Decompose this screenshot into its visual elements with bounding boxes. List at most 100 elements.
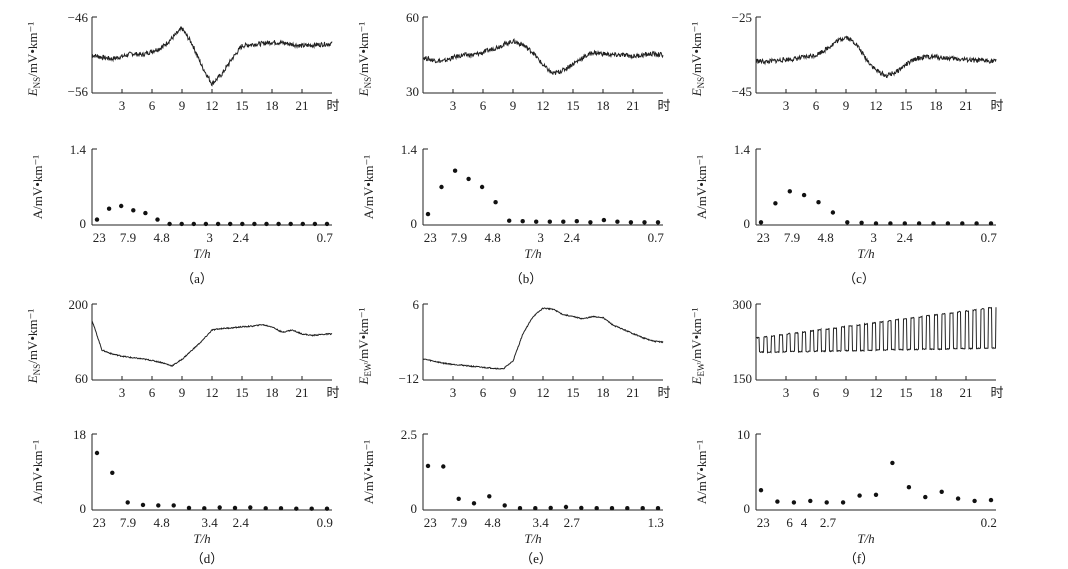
sp-xtick-label-f: 6 [786,515,793,530]
panel-label-e: （e） [520,551,552,566]
sp-point-d [186,505,192,511]
sp-ytop-label-c: 1.4 [734,142,751,157]
sp-ybot-label-e: 0 [411,501,418,516]
sp-point-e [533,506,538,511]
ts-xtick-label-d: 21 [296,385,309,400]
sp-point-f [857,493,862,498]
sp-xtick-label-e: 2.7 [564,515,581,530]
sp-xtick-label-d: 23 [93,515,106,530]
sp-ylabel-f: A/mV•km⁻¹ [694,440,709,505]
sp-point-c [845,220,850,225]
sp-point-f [808,498,813,504]
ts-series-line-b [422,38,664,75]
sp-xtick-label-e: 1.3 [648,515,664,530]
sp-ylabel-b: A/mV•km⁻¹ [361,155,376,220]
sp-point-d [248,505,253,510]
sp-point-b [561,219,566,224]
sp-point-c [859,220,864,225]
sp-xtick-label-a: 7.9 [120,230,136,245]
sp-point-f [988,497,994,503]
ts-xtick-label-d: 15 [236,385,249,400]
sp-point-d [171,503,176,508]
ts-xtick-label-c: 18 [930,98,943,113]
ts-xtick-label-a: 15 [236,98,249,113]
ts-xtick-label-e: 12 [537,385,550,400]
ts-xtick-label-b: 3 [450,98,457,113]
sp-point-e [487,494,492,499]
sp-point-a [240,221,245,227]
sp-point-a [119,203,124,209]
ts-xtick-label-c: 21 [960,98,973,113]
ts-series-line-f [755,306,997,354]
sp-point-c [787,189,792,194]
sp-xtick-label-c: 7.9 [784,230,800,245]
sp-point-d [94,450,100,456]
sp-point-b [507,218,512,223]
sp-point-b [534,219,539,224]
sp-point-a [324,221,330,227]
sp-xtick-label-f: 2.7 [820,515,837,530]
ts-xtick-label-d: 3 [119,385,126,400]
sp-ybot-label-d: 0 [80,501,87,516]
sp-point-a [228,221,233,227]
sp-xlabel-a: T/h [193,246,210,261]
sp-point-f [758,488,764,493]
sp-point-e [548,505,553,511]
sp-ylabel-a: A/mV•km⁻¹ [30,155,45,220]
sp-xtick-label-a: 23 [93,230,106,245]
panel-label-a: （a） [181,271,213,286]
sp-point-f [972,498,977,504]
sp-point-d [125,500,130,505]
sp-xtick-label-d: 0.9 [317,515,333,530]
ts-ybot-label-e: −12 [399,371,419,386]
sp-point-a [143,210,148,216]
ts-ytop-label-d: 200 [69,297,89,312]
sp-xlabel-b: T/h [524,246,541,261]
sp-point-c [830,210,836,215]
sp-point-b [425,211,431,217]
sp-point-c [888,221,893,226]
sp-xtick-label-c: 2.4 [897,230,914,245]
sp-xtick-label-c: 0.7 [981,230,998,245]
sp-point-f [824,500,829,505]
sp-xtick-label-f: 23 [757,515,770,530]
sp-point-b [452,168,458,173]
sp-point-a [252,221,257,227]
sp-point-e [502,503,507,508]
ts-xend-label-f: 时 [990,385,1003,400]
sp-xtick-label-f: 4 [801,515,808,530]
ts-xtick-label-f: 12 [870,385,883,400]
ts-xtick-label-d: 12 [206,385,219,400]
sp-point-d [217,505,222,510]
sp-xlabel-c: T/h [857,246,874,261]
ts-xtick-label-e: 3 [450,385,457,400]
sp-point-b [588,220,593,225]
sp-point-f [840,500,846,505]
ts-xend-label-c: 时 [990,98,1003,113]
sp-point-d [202,506,207,511]
sp-point-d [156,503,161,508]
sp-xtick-label-a: 2.4 [233,230,250,245]
ts-ylabel-c: ENS/mV•km⁻¹ [689,22,706,98]
ts-xtick-label-f: 9 [843,385,850,400]
ts-xtick-label-f: 6 [813,385,820,400]
sp-point-e [655,506,661,511]
sp-point-c [931,221,936,226]
sp-xtick-label-b: 23 [424,230,437,245]
sp-point-c [902,221,907,226]
ts-xtick-label-e: 15 [567,385,580,400]
sp-point-a [179,221,184,227]
sp-point-a [300,221,305,227]
sp-xtick-label-a: 4.8 [153,230,169,245]
sp-xtick-label-b: 4.8 [484,230,500,245]
ts-xend-label-d: 时 [326,385,339,400]
sp-point-f [791,500,797,505]
ts-ytop-label-c: −25 [732,10,752,25]
ts-xend-label-e: 时 [657,385,670,400]
ts-xtick-label-b: 21 [627,98,640,113]
sp-point-e [579,505,584,511]
sp-xtick-label-e: 23 [424,515,437,530]
ts-ybot-label-f: 150 [733,371,753,386]
sp-point-e [456,496,461,501]
sp-xtick-label-d: 2.4 [233,515,250,530]
